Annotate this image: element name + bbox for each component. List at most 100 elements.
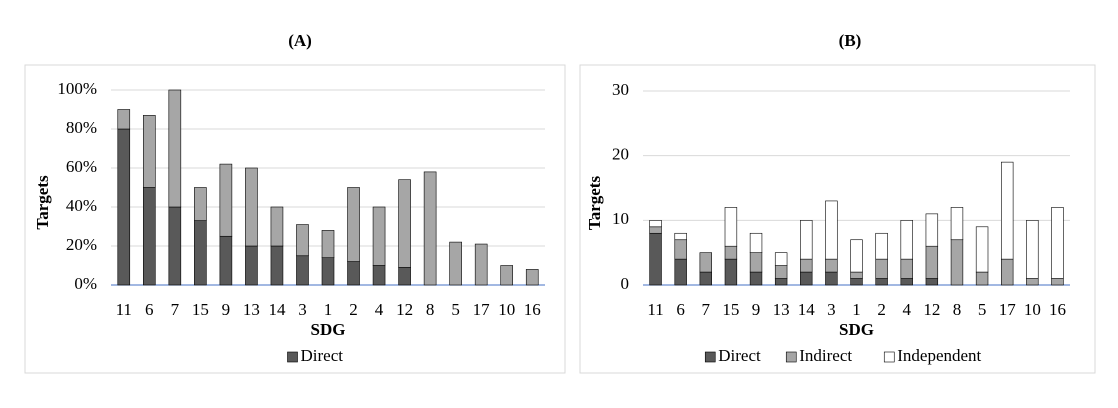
x-tick-label: 17 <box>473 300 491 319</box>
legend-swatch <box>785 351 797 363</box>
bar-segment <box>850 239 863 273</box>
panel-frame <box>579 64 1096 374</box>
y-tick-label: 0% <box>74 274 97 293</box>
bar-segment <box>194 187 207 221</box>
bar-segment <box>925 245 939 279</box>
bar-segment <box>168 206 182 286</box>
x-tick-label: 17 <box>999 300 1017 319</box>
bar-segment <box>674 258 687 286</box>
bar-segment <box>850 271 863 279</box>
bar-segment <box>423 171 437 286</box>
x-tick-label: 3 <box>298 300 307 319</box>
x-tick-label: 16 <box>1049 300 1066 319</box>
legend-swatch <box>287 351 298 363</box>
x-tick-label: 1 <box>852 300 861 319</box>
y-tick-label: 60% <box>66 157 97 176</box>
x-tick-label: 14 <box>798 300 816 319</box>
bar-segment <box>296 255 309 286</box>
x-tick-label: 13 <box>243 300 260 319</box>
bar-segment <box>296 224 309 257</box>
bar-segment <box>875 258 888 279</box>
x-tick-label: 12 <box>396 300 413 319</box>
bar-segment <box>1051 278 1064 286</box>
bar-segment <box>724 258 738 286</box>
bar-segment <box>975 271 989 286</box>
x-tick-label: 9 <box>752 300 761 319</box>
legend-label: Independent <box>897 346 981 365</box>
bar-segment <box>875 278 888 286</box>
bar-segment <box>674 239 687 260</box>
bar-segment <box>975 226 989 273</box>
bar-segment <box>500 265 514 286</box>
x-tick-label: 4 <box>902 300 911 319</box>
bar-segment <box>825 200 838 260</box>
bar-segment <box>321 230 335 258</box>
bar-segment <box>850 278 863 286</box>
bar-segment <box>649 226 662 234</box>
bar-segment <box>950 239 964 286</box>
x-tick-label: 6 <box>145 300 154 319</box>
legend-label: Direct <box>301 346 344 365</box>
bar-segment <box>270 245 284 286</box>
x-tick-label: 8 <box>426 300 435 319</box>
bar-segment <box>398 179 411 268</box>
bar-segment <box>142 187 156 286</box>
legend-swatch <box>704 351 716 363</box>
x-tick-label: 2 <box>349 300 358 319</box>
x-axis-label: SDG <box>311 320 346 339</box>
x-tick-label: 10 <box>1024 300 1041 319</box>
bar-segment <box>774 278 788 286</box>
x-tick-label: 11 <box>116 300 132 319</box>
y-tick-label: 0 <box>621 274 630 293</box>
bar-segment <box>270 206 284 247</box>
y-tick-label: 10 <box>612 209 629 228</box>
bar-segment <box>347 261 360 286</box>
bar-segment <box>194 220 207 286</box>
bar-segment <box>649 232 662 286</box>
y-tick-label: 80% <box>66 118 97 137</box>
x-tick-label: 7 <box>702 300 711 319</box>
x-tick-label: 2 <box>877 300 886 319</box>
bar-segment <box>372 265 386 286</box>
bar-segment <box>800 271 813 286</box>
bar-segment <box>875 232 888 260</box>
x-tick-label: 6 <box>676 300 685 319</box>
bar-segment <box>1026 220 1039 279</box>
x-tick-label: 4 <box>375 300 384 319</box>
chart-title: (A) <box>288 31 312 50</box>
bar-segment <box>724 245 738 260</box>
x-tick-label: 7 <box>171 300 180 319</box>
legend-label: Indirect <box>799 346 852 365</box>
bar-segment <box>749 232 763 253</box>
bar-segment <box>168 89 182 208</box>
bar-segment <box>525 269 539 286</box>
x-axis-label: SDG <box>839 320 874 339</box>
bar-segment <box>900 258 913 279</box>
bar-segment <box>900 278 913 286</box>
bar-segment <box>1001 161 1014 260</box>
bar-segment <box>1001 258 1014 286</box>
bar-segment <box>321 257 335 286</box>
bar-segment <box>219 163 233 237</box>
x-tick-label: 14 <box>268 300 286 319</box>
panel-frame <box>24 64 566 374</box>
legend-label: Direct <box>718 346 761 365</box>
x-tick-label: 11 <box>647 300 663 319</box>
y-tick-label: 30 <box>612 80 629 99</box>
bar-segment <box>398 267 411 286</box>
y-tick-label: 20% <box>66 235 97 254</box>
bar-segment <box>774 265 788 279</box>
bar-segment <box>749 252 763 273</box>
bar-segment <box>245 167 258 247</box>
bar-segment <box>825 258 838 273</box>
bar-segment <box>674 232 687 241</box>
x-tick-label: 5 <box>451 300 460 319</box>
x-tick-label: 3 <box>827 300 836 319</box>
bar-segment <box>800 258 813 273</box>
bar-segment <box>219 235 233 286</box>
bar-segment <box>347 187 360 262</box>
bar-segment <box>245 245 258 286</box>
bar-segment <box>117 109 131 130</box>
bar-segment <box>900 220 913 260</box>
bar-segment <box>724 207 738 247</box>
